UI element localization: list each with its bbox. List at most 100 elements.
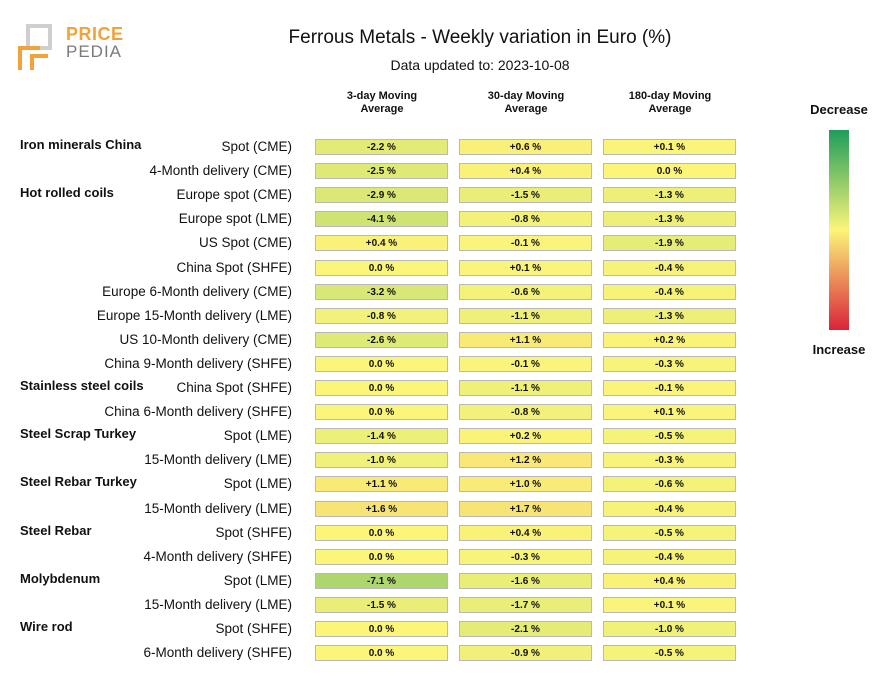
column-header-line: 3-day Moving [346, 90, 418, 102]
column-header-30day: 30-day Moving Average [456, 90, 596, 116]
heatmap-cell: +1.2 % [459, 452, 592, 469]
row-label: China Spot (SHFE) [176, 259, 292, 275]
row-label: Europe spot (LME) [178, 211, 292, 227]
heatmap-cell: -0.6 % [603, 476, 736, 493]
chart-subtitle: Data updated to: 2023-10-08 [390, 57, 570, 73]
heatmap-cell: -0.8 % [315, 307, 448, 324]
heatmap-cell: -1.5 % [315, 596, 448, 613]
logo-text-pedia: PEDIA [66, 42, 123, 61]
heatmap-cell: -7.1 % [315, 572, 448, 589]
group-label: Wire rod [20, 619, 73, 634]
heatmap-cell: -1.3 % [603, 211, 736, 228]
column-header-line: Average [504, 103, 548, 115]
row-label: 6-Month delivery (SHFE) [143, 645, 292, 661]
logo-mark-icon [18, 24, 52, 70]
chart-title: Ferrous Metals - Weekly variation in Eur… [288, 27, 672, 48]
heatmap-cell: -0.5 % [603, 524, 736, 541]
heatmap-cell: 0.0 % [315, 355, 448, 372]
row-label: Spot (SHFE) [215, 621, 292, 636]
heatmap-cell: -1.3 % [603, 187, 736, 204]
heatmap-cell: +0.2 % [603, 331, 736, 348]
heatmap-cell: -1.7 % [459, 596, 592, 613]
heatmap-cell: -2.2 % [315, 139, 448, 155]
heatmap-cell: +0.4 % [315, 235, 448, 252]
row-label: Spot (LME) [223, 572, 292, 588]
heatmap-cell: -1.0 % [315, 452, 448, 469]
heatmap-cell: -0.8 % [459, 211, 592, 228]
heatmap-cell: +1.1 % [315, 476, 448, 493]
heatmap-cell: -1.4 % [315, 428, 448, 445]
heatmap-cell: 0.0 % [315, 524, 448, 541]
heatmap-cell: -0.4 % [603, 259, 736, 276]
heatmap-cell: +0.1 % [459, 259, 592, 276]
heatmap-cell: -1.1 % [459, 307, 592, 324]
row-label: Spot (LME) [223, 428, 292, 444]
heatmap-cell: -0.5 % [603, 428, 736, 445]
heatmap-cell: +1.6 % [315, 500, 448, 517]
row-label: Spot (CME) [221, 139, 292, 154]
column-header-180day: 180-day Moving Average [600, 90, 740, 116]
heatmap-cell: -1.0 % [603, 621, 736, 637]
legend-increase-label: Increase [812, 342, 866, 357]
heatmap-cell: -3.2 % [315, 283, 448, 300]
heatmap-cell: -0.3 % [459, 548, 592, 565]
heatmap-cell: -1.6 % [459, 572, 592, 589]
heatmap-cell: +0.4 % [459, 163, 592, 180]
heatmap-cell: -0.9 % [459, 645, 592, 662]
heatmap-cell: -2.1 % [459, 621, 592, 637]
group-label: Steel Rebar Turkey [20, 474, 137, 490]
group-label: Iron minerals China [20, 137, 142, 152]
heatmap-cell: +0.2 % [459, 428, 592, 445]
heatmap-cell: +1.0 % [459, 476, 592, 493]
heatmap-cell: +0.1 % [603, 139, 736, 155]
group-label: Steel Scrap Turkey [20, 426, 137, 442]
heatmap-cell: 0.0 % [315, 259, 448, 276]
pricepedia-logo: PRICE PEDIA [18, 22, 138, 74]
heatmap-cell: -1.9 % [603, 235, 736, 252]
heatmap-cell: 0.0 % [315, 621, 448, 637]
heatmap-cell: -0.3 % [603, 452, 736, 469]
heatmap-cell: -0.5 % [603, 645, 736, 662]
heatmap-cell: -0.4 % [603, 500, 736, 517]
heatmap-cell: +1.1 % [459, 331, 592, 348]
row-label: 15-Month delivery (LME) [144, 596, 292, 612]
column-header-line: Average [360, 103, 404, 115]
heatmap-cell: +0.4 % [603, 572, 736, 589]
heatmap-cell: -0.3 % [603, 355, 736, 372]
row-label: Europe 6-Month delivery (CME) [102, 283, 292, 299]
heatmap-cell: -2.5 % [315, 163, 448, 180]
row-label: Spot (SHFE) [215, 524, 292, 540]
heatmap-cell: +0.1 % [603, 404, 736, 421]
legend-decrease-label: Decrease [810, 102, 868, 117]
group-label: Molybdenum [20, 570, 101, 586]
column-header-line: Average [648, 103, 692, 115]
heatmap-cell: -0.4 % [603, 283, 736, 300]
heatmap-cell: -4.1 % [315, 211, 448, 228]
column-header-3day: 3-day Moving Average [312, 90, 452, 116]
row-label: China 9-Month delivery (SHFE) [104, 355, 292, 371]
row-label: 15-Month delivery (LME) [144, 500, 292, 516]
row-label: US 10-Month delivery (CME) [119, 331, 292, 347]
row-label: US Spot (CME) [198, 235, 292, 251]
heatmap-cell: +0.6 % [459, 139, 592, 155]
heatmap-cell: -1.5 % [459, 187, 592, 204]
row-label: Europe 15-Month delivery (LME) [96, 307, 292, 323]
column-header-line: 30-day Moving [487, 90, 565, 102]
group-label: Steel Rebar [20, 522, 92, 538]
row-label: 4-Month delivery (CME) [149, 163, 292, 179]
heatmap-cell: -0.8 % [459, 404, 592, 421]
heatmap-cell: +0.1 % [603, 596, 736, 613]
group-label: Stainless steel coils [20, 378, 144, 393]
heatmap-cell: 0.0 % [315, 404, 448, 421]
row-label: China 6-Month delivery (SHFE) [104, 404, 292, 420]
heatmap-cell: 0.0 % [315, 645, 448, 662]
heatmap-cell: +0.4 % [459, 524, 592, 541]
row-label: China Spot (SHFE) [176, 380, 292, 395]
heatmap-cell: -2.6 % [315, 331, 448, 348]
heatmap-cell: -0.1 % [459, 355, 592, 372]
heatmap-cell: -0.4 % [603, 548, 736, 565]
row-label: Spot (LME) [223, 476, 292, 492]
group-label: Hot rolled coils [20, 185, 114, 201]
heatmap-cell: -0.1 % [603, 380, 736, 396]
heatmap-cell: -1.1 % [459, 380, 592, 396]
